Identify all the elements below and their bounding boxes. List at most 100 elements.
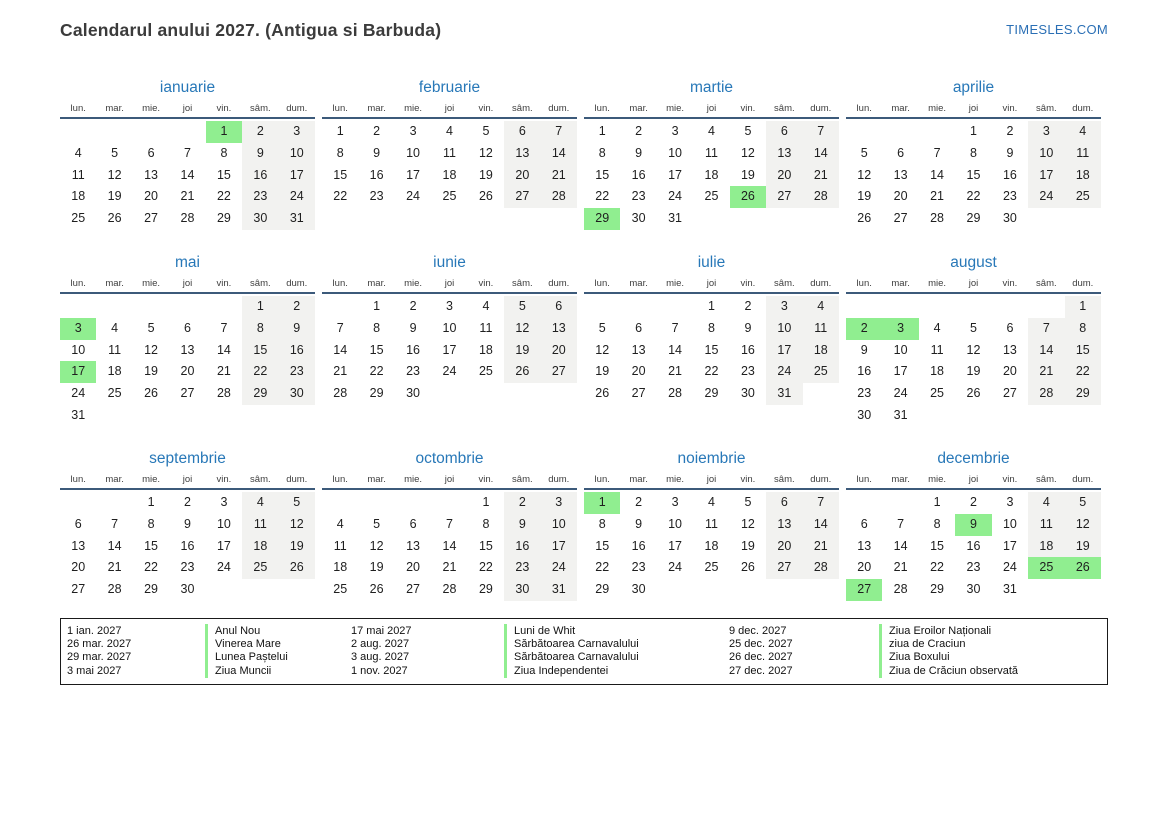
weekday-header-row: lun. mar. mie. joi vin. sâm. dum. (846, 278, 1101, 294)
day-cell: 25 (71, 211, 86, 226)
day-cell: 8 (598, 516, 606, 531)
week-row: 12 13 14 15 16 17 18 (584, 339, 839, 362)
day-cell: 10 (668, 145, 683, 160)
day-cell: 2 (744, 299, 752, 313)
holiday-date: 1 nov. 2027 (351, 664, 408, 677)
day-cell: 2 (242, 121, 279, 143)
day-cell: 6 (860, 516, 868, 531)
weekday-label: vin. (216, 278, 232, 289)
day-cell: 24 (766, 361, 803, 384)
weekday-label: vin. (216, 474, 232, 485)
month-octombrie: octombrie lun. mar. mie. joi vin. sâm. dum. 1 2 3 4… (322, 448, 577, 601)
weekday-label: mie. (928, 474, 947, 485)
day-cell: 1 (482, 495, 490, 509)
day-cell: 3 (409, 124, 417, 138)
day-cell: 14 (540, 142, 577, 165)
day-cell: 5 (744, 495, 752, 509)
day-cell: 7 (1028, 317, 1065, 340)
day-cell: 30 (180, 582, 195, 597)
day-cell: 31 (71, 407, 86, 422)
day-cell: 6 (766, 492, 803, 514)
day-cell: 29 (966, 211, 981, 226)
day-cell: 20 (504, 164, 541, 187)
day-cell: 22 (704, 364, 719, 379)
day-cell: 31 (1002, 582, 1017, 597)
weekday-label: joi (444, 103, 455, 114)
day-cell: 23 (857, 386, 872, 401)
holidays-legend: 1 ian. 2027 Anul Nou 17 mai 2027 Luni de Wh… (60, 617, 1108, 685)
day-cell: 26 (1064, 557, 1101, 580)
empty-day-cell (1065, 208, 1101, 230)
day-cell: 14 (1028, 339, 1065, 362)
empty-day-cell (919, 296, 955, 318)
weekday-label: joi (968, 474, 979, 485)
weekday-label: mar. (891, 474, 910, 485)
day-cell: 4 (1028, 492, 1065, 514)
day-cell: 28 (802, 557, 839, 580)
day-cell: 5 (970, 320, 977, 335)
empty-day-cell (766, 579, 802, 601)
day-cell: 15 (216, 167, 231, 182)
day-cell: 3 (1028, 121, 1065, 143)
week-row: 12 13 14 15 16 17 18 (846, 164, 1101, 187)
weeks: 1 2 3 4 5 6 7 8 9 10 11 12 13 14 15 16 17 18 19 20 21 22 23 24 2… (846, 121, 1101, 230)
empty-day-cell (1028, 296, 1064, 318)
day-cell: 30 (278, 383, 315, 405)
weekday-label: mie. (666, 474, 685, 485)
holiday-date: 26 mar. 2027 (67, 637, 132, 650)
day-cell: 23 (1002, 189, 1017, 204)
day-cell: 16 (631, 167, 646, 182)
empty-day-cell (133, 121, 169, 143)
day-cell: 2 (635, 495, 643, 509)
weekday-label: sâm. (512, 278, 533, 289)
day-cell: 2 (409, 299, 417, 313)
weekday-header-row: lun. mar. mie. joi vin. sâm. dum. (584, 103, 839, 119)
day-cell: 22 (478, 560, 493, 575)
holiday-name: Sărbătoarea Carnavalului (504, 650, 729, 665)
day-cell: 15 (1064, 339, 1101, 362)
day-cell: 15 (966, 167, 981, 182)
day-cell: 12 (740, 145, 755, 160)
empty-day-cell (846, 492, 882, 514)
empty-day-cell (730, 579, 766, 601)
week-row: 18 19 20 21 22 23 24 (322, 557, 577, 580)
day-cell: 6 (147, 145, 155, 160)
day-cell: 29 (930, 582, 945, 597)
brand-link[interactable]: TIMESLES.COM (1006, 22, 1108, 37)
empty-day-cell (279, 405, 315, 427)
day-cell: 6 (540, 296, 577, 318)
weekday-label: sâm. (512, 103, 533, 114)
weekday-label: dum. (810, 278, 832, 289)
day-cell: 20 (71, 560, 86, 575)
day-cell: 26 (504, 361, 541, 384)
day-cell: 16 (180, 538, 195, 553)
day-cell: 4 (1064, 121, 1101, 143)
day-cell: 29 (595, 582, 610, 597)
weekday-header-row: lun. mar. mie. joi vin. sâm. dum. (584, 474, 839, 490)
week-row: 22 23 24 25 26 27 28 (584, 557, 839, 580)
day-cell: 29 (242, 383, 279, 405)
empty-day-cell (730, 208, 766, 230)
day-cell: 28 (930, 211, 945, 226)
day-cell: 3 (671, 495, 679, 509)
day-cell: 27 (504, 186, 541, 209)
weekday-label: sâm. (250, 278, 271, 289)
empty-day-cell (322, 296, 358, 318)
day-cell: 27 (71, 582, 86, 597)
day-cell: 22 (333, 189, 348, 204)
day-cell: 17 (668, 167, 683, 182)
weeks: 1 2 3 4 5 6 7 8 9 10 11 12 13 14 15 16 17 18 19 20 21 22 23 24 2… (322, 121, 577, 209)
day-cell: 18 (478, 342, 493, 357)
empty-day-cell (992, 405, 1028, 427)
empty-day-cell (882, 296, 918, 318)
weekday-label: mar. (629, 474, 648, 485)
day-cell: 7 (220, 320, 228, 335)
day-cell: 4 (74, 145, 82, 160)
day-cell: 12 (478, 145, 493, 160)
day-cell: 5 (504, 296, 541, 318)
day-cell: 10 (442, 320, 457, 335)
day-cell: 11 (443, 145, 456, 160)
day-cell: 5 (1064, 492, 1101, 514)
weekday-label: lun. (70, 474, 86, 485)
